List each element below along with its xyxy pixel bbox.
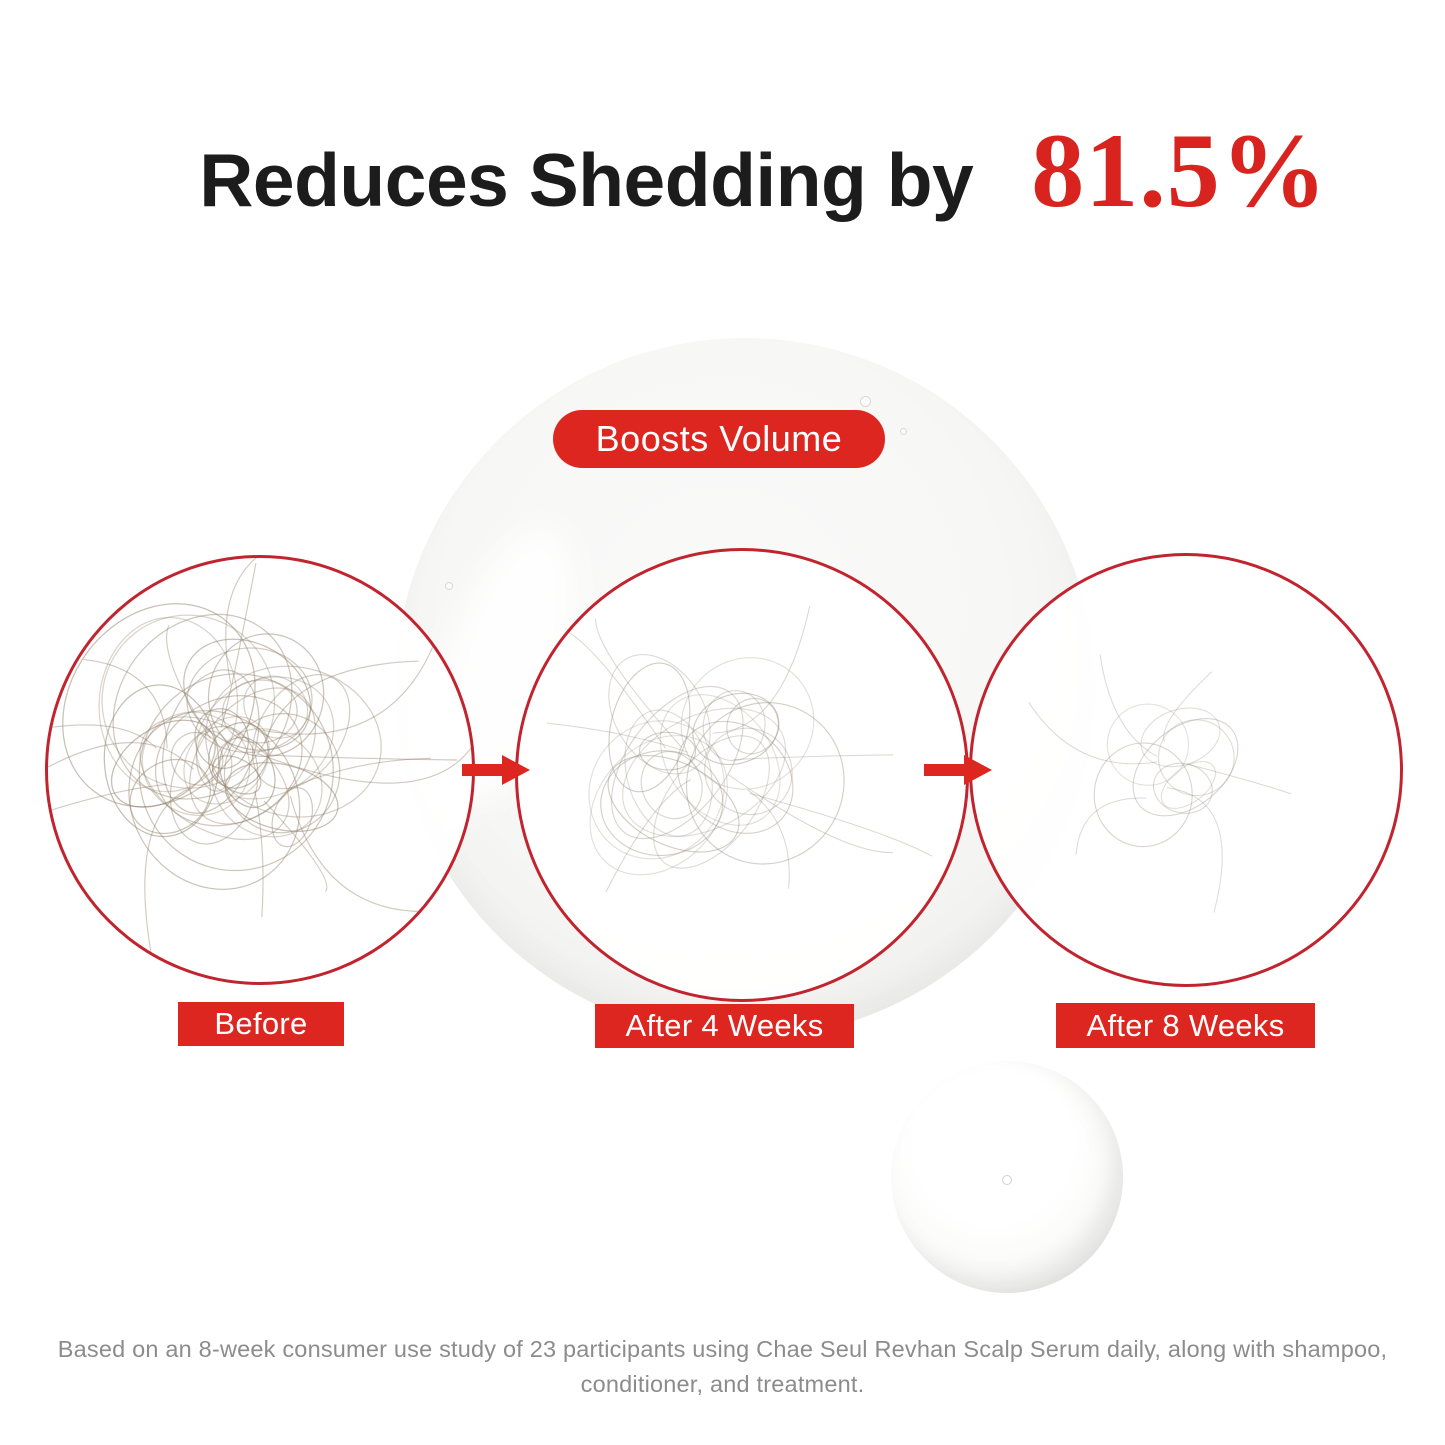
bubble-speck [900,428,907,435]
arrow-shaft [924,764,964,776]
title-percent-value: 81.5% [1031,112,1328,229]
arrow-right-icon [924,755,992,785]
boosts-volume-badge: Boosts Volume [553,410,885,468]
stage-label-after-4-weeks: After 4 Weeks [595,1004,854,1048]
arrow-shaft [462,764,502,776]
bubble-speck [445,582,453,590]
footnote-line-1: Based on an 8-week consumer use study of… [57,1336,1388,1362]
title-text: Reduces Shedding by [199,138,974,222]
page-title: Reduces Shedding by 81.5% [41,118,1445,224]
stage-circle-before [45,555,475,985]
stage-circle-after-8-weeks [969,553,1403,987]
badge-label: Boosts Volume [595,418,843,459]
footnote: Based on an 8-week consumer use study of… [0,1332,1445,1402]
bubble-speck [1002,1174,1013,1185]
stage-label-before: Before [178,1002,344,1046]
arrow-head [964,755,992,785]
bubble-speck [860,396,871,407]
serum-drop-small [891,1061,1123,1293]
stage-label-after-8-weeks: After 8 Weeks [1056,1003,1315,1048]
hair-clump-icon [518,551,966,999]
hair-clump-icon [48,558,472,982]
arrow-right-icon [462,755,530,785]
arrow-head [502,755,530,785]
footnote-line-2: conditioner, and treatment. [580,1371,865,1397]
stage-circle-after-4-weeks [515,548,969,1002]
hair-clump-icon [972,556,1400,984]
